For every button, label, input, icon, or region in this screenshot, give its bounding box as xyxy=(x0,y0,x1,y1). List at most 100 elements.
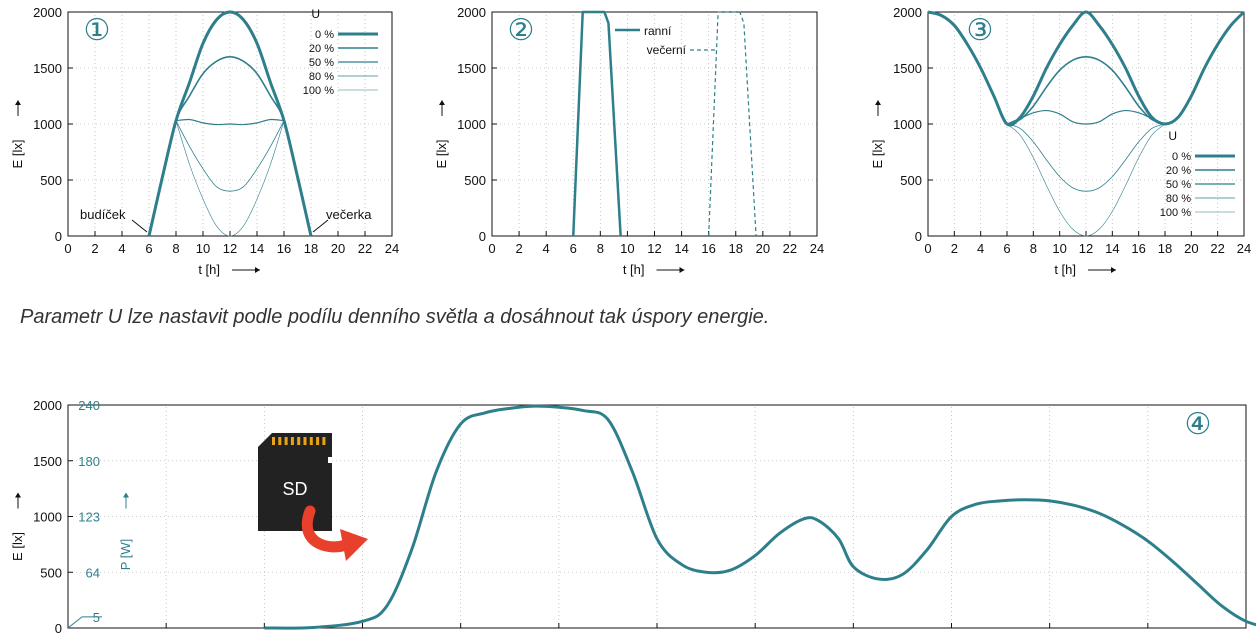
x-tick-label: 8 xyxy=(172,241,179,256)
series-line-3 xyxy=(1006,109,1166,125)
sd-card-contact xyxy=(272,437,275,445)
x-axis-label: t [h] xyxy=(623,262,645,277)
y-tick-label: 500 xyxy=(40,565,62,580)
sd-card-contact xyxy=(322,437,326,445)
caption-text: Parametr U lze nastavit podle podílu den… xyxy=(20,306,770,328)
x-tick-label: 8 xyxy=(597,241,604,256)
series-line-4 xyxy=(175,120,285,192)
y-tick-label: 0 xyxy=(55,621,62,634)
sd-card-contact xyxy=(303,437,307,445)
series-line-2 xyxy=(708,11,757,237)
annotation-arrow xyxy=(312,219,329,233)
x-tick-label: 22 xyxy=(358,241,372,256)
y-tick-label: 1000 xyxy=(33,117,62,132)
x-tick-label: 12 xyxy=(647,241,661,256)
x-axis-label: t [h] xyxy=(198,262,220,277)
y-axis-label: E [lx] xyxy=(10,532,25,561)
x-tick-label: 16 xyxy=(701,241,715,256)
legend-title: U xyxy=(1168,129,1177,143)
annotation-label: budíček xyxy=(80,207,126,222)
x-tick-label: 18 xyxy=(729,241,743,256)
series-line-4 xyxy=(1006,123,1166,192)
series-line-1 xyxy=(572,10,622,237)
legend-label: 50 % xyxy=(1166,179,1191,191)
x-tick-label: 0 xyxy=(924,241,931,256)
up-arrow-head xyxy=(15,492,21,498)
legend-label: 100 % xyxy=(303,85,334,97)
x-tick-label: 2 xyxy=(515,241,522,256)
y-tick-label: 1500 xyxy=(33,454,62,469)
y2-tick-label: 123 xyxy=(78,510,100,525)
legend-label: 80 % xyxy=(1166,193,1191,205)
x-tick-label: 8 xyxy=(1030,241,1037,256)
series-line-5 xyxy=(175,120,285,237)
y-tick-label: 500 xyxy=(900,173,922,188)
x-axis-label: t [h] xyxy=(1054,262,1076,277)
y-tick-label: 0 xyxy=(915,229,922,244)
x-tick-label: 18 xyxy=(304,241,318,256)
legend-label: ranní xyxy=(644,24,672,38)
sd-card-contact xyxy=(278,437,282,445)
y-tick-label: 1000 xyxy=(33,510,62,525)
y-axis-label: E [lx] xyxy=(870,140,885,169)
y-axis-label: E [lx] xyxy=(434,140,449,169)
panel-badge: ① xyxy=(84,14,111,47)
up-arrow-head xyxy=(875,100,881,105)
legend-label: 0 % xyxy=(1172,151,1191,163)
x-tick-label: 0 xyxy=(488,241,495,256)
legend-label: 50 % xyxy=(309,57,334,69)
x-tick-label: 2 xyxy=(951,241,958,256)
y-tick-label: 500 xyxy=(464,173,486,188)
x-tick-label: 12 xyxy=(223,241,237,256)
x-tick-label: 24 xyxy=(385,241,399,256)
x-tick-label: 22 xyxy=(783,241,797,256)
sd-card-contact xyxy=(316,437,320,445)
panel-badge: ② xyxy=(508,14,535,47)
up-arrow-head xyxy=(15,100,21,105)
x-tick-label: 10 xyxy=(620,241,634,256)
sd-card-notch xyxy=(328,457,332,463)
y2-tick-label: 64 xyxy=(86,565,100,580)
series-line-3 xyxy=(175,118,285,126)
y-tick-label: 2000 xyxy=(893,5,922,20)
x-tick-label: 16 xyxy=(277,241,291,256)
legend-label: 20 % xyxy=(1166,165,1191,177)
series-line-1 xyxy=(927,10,1246,127)
legend-label: 0 % xyxy=(315,29,334,41)
x-tick-label: 16 xyxy=(1131,241,1145,256)
legend-label: večerní xyxy=(647,43,687,57)
x-tick-label: 24 xyxy=(1237,241,1251,256)
right-arrow-head xyxy=(1111,267,1116,273)
y-tick-label: 2000 xyxy=(457,5,486,20)
red-curved-arrow-icon xyxy=(301,505,352,553)
sd-card-icon xyxy=(258,433,332,531)
legend-title: U xyxy=(311,7,320,21)
y-tick-label: 0 xyxy=(479,229,486,244)
panel-badge: ③ xyxy=(967,14,994,47)
up-arrow-head xyxy=(439,100,445,105)
annotation-label: večerka xyxy=(326,207,372,222)
sd-card-contact xyxy=(284,437,288,445)
sd-card-contact xyxy=(290,437,294,445)
x-tick-label: 20 xyxy=(331,241,345,256)
x-tick-label: 22 xyxy=(1210,241,1224,256)
x-tick-label: 24 xyxy=(810,241,824,256)
legend-label: 20 % xyxy=(309,43,334,55)
x-tick-label: 4 xyxy=(543,241,550,256)
panel-badge: ④ xyxy=(1185,408,1212,441)
x-tick-label: 10 xyxy=(196,241,210,256)
sd-card-contact xyxy=(309,437,313,445)
x-tick-label: 20 xyxy=(756,241,770,256)
x-tick-label: 10 xyxy=(1052,241,1066,256)
x-tick-label: 0 xyxy=(64,241,71,256)
x-tick-label: 4 xyxy=(118,241,125,256)
sd-card-label: SD xyxy=(282,479,307,499)
y-tick-label: 1000 xyxy=(893,117,922,132)
y2-tick-label: 180 xyxy=(78,454,100,469)
x-tick-label: 6 xyxy=(145,241,152,256)
y-axis-label: E [lx] xyxy=(10,140,25,169)
series-line-1 xyxy=(264,404,1256,630)
